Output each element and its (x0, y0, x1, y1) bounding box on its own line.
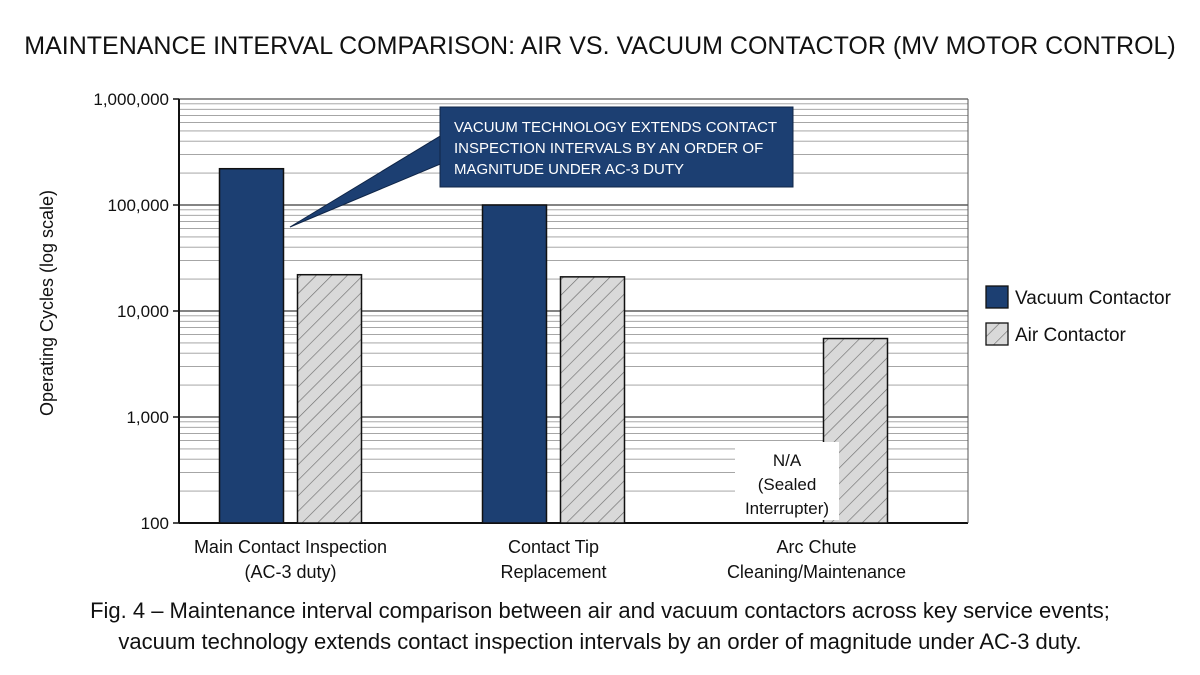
na-text: N/A (Sealed Interrupter) (745, 451, 829, 518)
na-annotation: N/A (Sealed Interrupter) (735, 442, 839, 520)
bars (218, 167, 889, 524)
na-line: Interrupter) (745, 499, 829, 518)
bar-air-contactor-1 (559, 276, 626, 524)
callout-line: INSPECTION INTERVALS BY AN ORDER OF (454, 140, 763, 157)
na-line: N/A (773, 451, 802, 470)
category-label: Replacement (500, 562, 606, 582)
callout-box (439, 106, 794, 188)
callout-text: VACUUM TECHNOLOGY EXTENDS CONTACT INSPECT… (454, 119, 777, 178)
bar-vacuum-contactor-0 (218, 167, 285, 524)
category-labels: Main Contact Inspection (AC-3 duty) Contac… (194, 537, 906, 582)
figure-caption: Fig. 4 – Maintenance interval comparison… (90, 598, 1110, 654)
bar-air-contactor-0 (296, 273, 363, 524)
na-line: (Sealed (758, 475, 817, 494)
y-axis-title: Operating Cycles (log scale) (37, 190, 57, 416)
caption-line: Fig. 4 – Maintenance interval comparison… (90, 598, 1110, 623)
callout-annotation: VACUUM TECHNOLOGY EXTENDS CONTACT INSPECT… (289, 106, 794, 228)
category-label: Cleaning/Maintenance (727, 562, 906, 582)
y-tick-label: 1,000 (126, 408, 169, 427)
legend-label: Air Contactor (1015, 325, 1127, 346)
category-label: Main Contact Inspection (194, 537, 387, 557)
y-tick-label: 100 (141, 514, 169, 533)
category-label: Contact Tip (508, 537, 599, 557)
category-label: (AC-3 duty) (244, 562, 336, 582)
legend-swatch (985, 322, 1009, 346)
legend-swatch (985, 285, 1009, 309)
bar-vacuum-contactor-1 (481, 204, 548, 524)
chart-title: MAINTENANCE INTERVAL COMPARISON: AIR VS.… (24, 32, 1176, 60)
legend: Vacuum Contactor Air Contactor (985, 285, 1172, 346)
category-label: Arc Chute (776, 537, 856, 557)
legend-label: Vacuum Contactor (1015, 288, 1172, 309)
y-tick-labels: 100 1,000 10,000 100,000 1,000,000 (93, 90, 169, 533)
na-label-background (735, 442, 839, 520)
y-tick-label: 1,000,000 (93, 90, 169, 109)
callout-line: MAGNITUDE UNDER AC-3 DUTY (454, 161, 684, 178)
callout-line: VACUUM TECHNOLOGY EXTENDS CONTACT (454, 119, 777, 136)
y-tick-label: 100,000 (108, 196, 169, 215)
y-tick-label: 10,000 (117, 302, 169, 321)
caption-line: vacuum technology extends contact inspec… (118, 629, 1081, 654)
